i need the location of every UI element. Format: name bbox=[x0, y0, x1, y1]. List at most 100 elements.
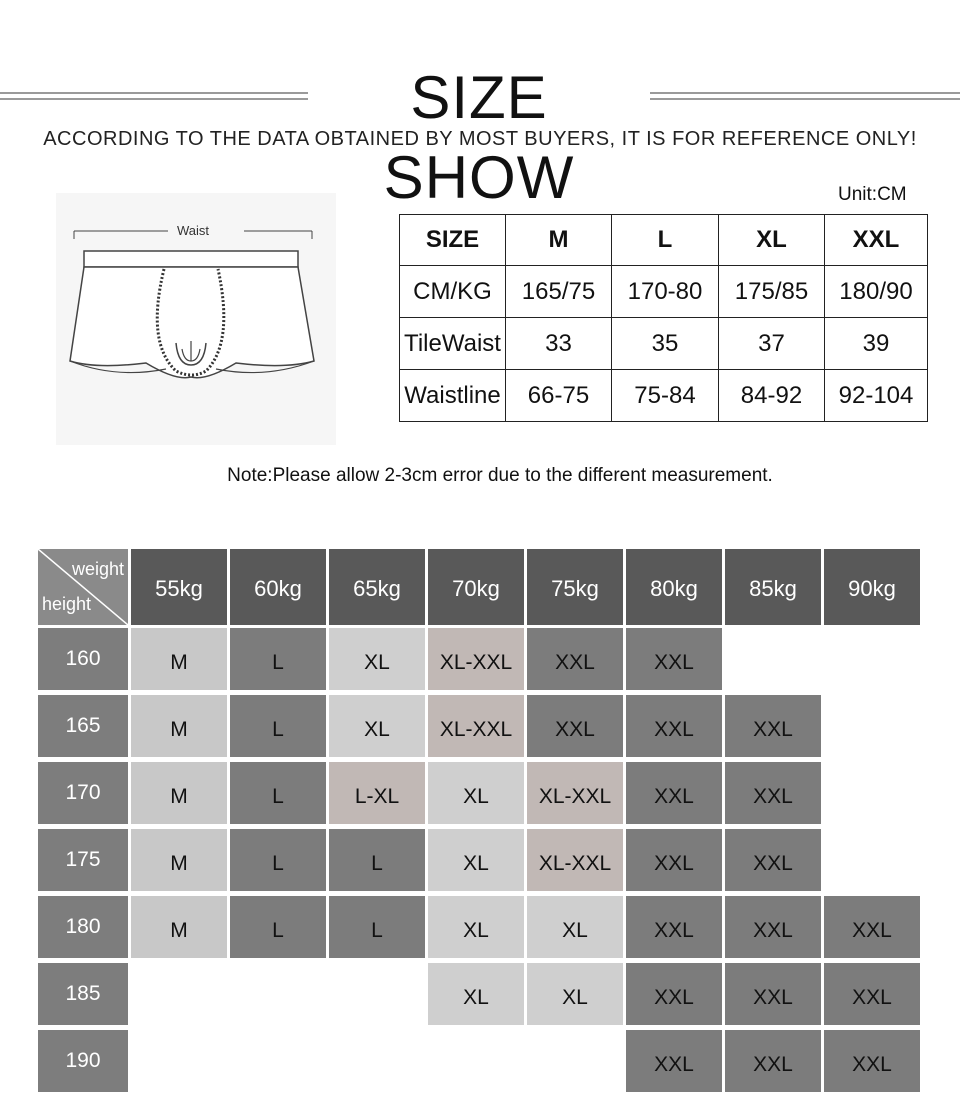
height-row-header: 180 bbox=[38, 896, 128, 958]
height-row-header: 175 bbox=[38, 829, 128, 891]
fit-grid-cell: XL bbox=[428, 829, 524, 891]
fit-grid-cell: XL-XXL bbox=[428, 695, 524, 757]
fit-grid-cell bbox=[329, 963, 425, 1025]
fit-grid-corner: weight height bbox=[38, 549, 128, 625]
fit-grid-cell: XL bbox=[329, 695, 425, 757]
weight-column-header: 75kg bbox=[527, 549, 623, 625]
size-chart-header-cell: XXL bbox=[824, 214, 928, 266]
size-chart-cell: 35 bbox=[611, 317, 719, 370]
weight-column-header: 80kg bbox=[626, 549, 722, 625]
fit-grid-cell bbox=[824, 829, 920, 891]
weight-column-header: 85kg bbox=[725, 549, 821, 625]
fit-grid-cell bbox=[824, 762, 920, 824]
fit-grid-cell: XXL bbox=[527, 695, 623, 757]
fit-grid-cell: XL-XXL bbox=[527, 829, 623, 891]
size-chart-header-cell: M bbox=[505, 214, 612, 266]
fit-grid-cell: XL bbox=[428, 762, 524, 824]
fit-grid-cell: XXL bbox=[824, 896, 920, 958]
size-chart-table: SIZE M L XL XXL CM/KG 165/75 170-80 175/… bbox=[399, 214, 928, 422]
size-chart-row-label: Waistline bbox=[399, 369, 506, 422]
fit-grid-cell bbox=[824, 628, 920, 690]
fit-grid-cell: XXL bbox=[527, 628, 623, 690]
size-chart-row: CM/KG 165/75 170-80 175/85 180/90 bbox=[399, 265, 928, 318]
height-row-header: 170 bbox=[38, 762, 128, 824]
size-chart-cell: 165/75 bbox=[505, 265, 612, 318]
fit-grid-cell: M bbox=[131, 695, 227, 757]
fit-grid-cell bbox=[527, 1030, 623, 1092]
size-chart-header-cell: SIZE bbox=[399, 214, 506, 266]
fit-grid-cell: XXL bbox=[824, 963, 920, 1025]
fit-grid-cell: L-XL bbox=[329, 762, 425, 824]
fit-grid-cell bbox=[824, 695, 920, 757]
size-chart-cell: 33 bbox=[505, 317, 612, 370]
fit-grid-cell: M bbox=[131, 896, 227, 958]
fit-grid-cell bbox=[230, 1030, 326, 1092]
diagonal-divider bbox=[38, 549, 128, 625]
fit-grid-cell: XXL bbox=[626, 829, 722, 891]
measurement-note: Note:Please allow 2-3cm error due to the… bbox=[227, 465, 773, 486]
fit-grid-cell: XXL bbox=[725, 829, 821, 891]
size-chart-cell: 84-92 bbox=[718, 369, 825, 422]
size-chart-cell: 39 bbox=[824, 317, 928, 370]
weight-axis-label: weight bbox=[71, 559, 124, 579]
fit-grid-cell: XL-XXL bbox=[527, 762, 623, 824]
weight-column-header: 55kg bbox=[131, 549, 227, 625]
fit-grid-cell: M bbox=[131, 829, 227, 891]
size-chart-cell: 92-104 bbox=[824, 369, 928, 422]
size-chart-cell: 180/90 bbox=[824, 265, 928, 318]
fit-grid-cell: XL bbox=[329, 628, 425, 690]
fit-grid-cell: XL bbox=[527, 896, 623, 958]
fit-grid-cell: XXL bbox=[626, 762, 722, 824]
size-chart-cell: 37 bbox=[718, 317, 825, 370]
weight-column-header: 65kg bbox=[329, 549, 425, 625]
fit-grid-cell bbox=[329, 1030, 425, 1092]
page-title: SIZE SHOW bbox=[383, 64, 575, 211]
fit-grid-cell: XXL bbox=[824, 1030, 920, 1092]
fit-grid-cell: XL bbox=[428, 896, 524, 958]
weight-column-header: 90kg bbox=[824, 549, 920, 625]
height-row-header: 160 bbox=[38, 628, 128, 690]
title-block: SIZE SHOW bbox=[0, 28, 960, 211]
fit-grid-cell: XXL bbox=[725, 896, 821, 958]
size-chart-cell: 175/85 bbox=[718, 265, 825, 318]
size-chart-cell: 170-80 bbox=[611, 265, 719, 318]
height-row-header: 190 bbox=[38, 1030, 128, 1092]
fit-grid-cell: XXL bbox=[725, 1030, 821, 1092]
size-chart-row-label: CM/KG bbox=[399, 265, 506, 318]
fit-grid-cell bbox=[428, 1030, 524, 1092]
size-chart-row: Waistline 66-75 75-84 84-92 92-104 bbox=[399, 369, 928, 422]
fit-grid-cell: XL bbox=[428, 963, 524, 1025]
fit-grid-cell bbox=[230, 963, 326, 1025]
unit-label: Unit:CM bbox=[838, 184, 907, 205]
boxer-brief-illustration: Waist bbox=[56, 193, 336, 445]
fit-grid-cell: XL bbox=[527, 963, 623, 1025]
height-row-header: 185 bbox=[38, 963, 128, 1025]
fit-grid-cell: M bbox=[131, 628, 227, 690]
size-chart-header-row: SIZE M L XL XXL bbox=[399, 214, 928, 266]
fit-grid-cell: L bbox=[230, 896, 326, 958]
size-chart-header-cell: L bbox=[611, 214, 719, 266]
subtitle: ACCORDING TO THE DATA OBTAINED BY MOST B… bbox=[43, 128, 917, 150]
fit-grid-cell bbox=[131, 963, 227, 1025]
fit-grid-cell: L bbox=[230, 695, 326, 757]
weight-column-header: 60kg bbox=[230, 549, 326, 625]
fit-grid-cell: L bbox=[230, 628, 326, 690]
fit-grid-cell: L bbox=[230, 829, 326, 891]
title-rule-left bbox=[0, 92, 308, 100]
fit-grid-cell: L bbox=[230, 762, 326, 824]
size-chart-cell: 75-84 bbox=[611, 369, 719, 422]
size-chart-row: TileWaist 33 35 37 39 bbox=[399, 317, 928, 370]
fit-grid-cell: XXL bbox=[725, 695, 821, 757]
fit-grid-cell: L bbox=[329, 896, 425, 958]
waist-label: Waist bbox=[177, 223, 209, 238]
fit-grid-cell: M bbox=[131, 762, 227, 824]
weight-column-header: 70kg bbox=[428, 549, 524, 625]
fit-grid-cell: XL-XXL bbox=[428, 628, 524, 690]
fit-grid-cell: L bbox=[329, 829, 425, 891]
fit-grid-cell: XXL bbox=[725, 963, 821, 1025]
boxer-brief-drawing: Waist bbox=[69, 223, 315, 379]
fit-grid-cell bbox=[725, 628, 821, 690]
height-row-header: 165 bbox=[38, 695, 128, 757]
fit-grid-cell: XXL bbox=[626, 628, 722, 690]
fit-grid-cell: XXL bbox=[626, 963, 722, 1025]
